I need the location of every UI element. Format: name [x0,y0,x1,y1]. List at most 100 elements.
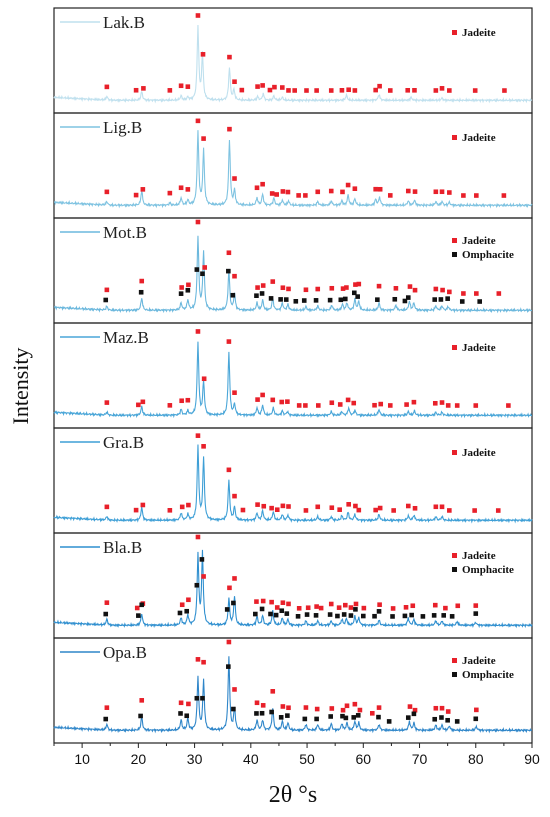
jadeite-marker [433,189,439,195]
jadeite-marker [461,291,466,296]
panel-lak-b: Lak.B Jadeite [53,7,533,114]
jadeite-marker [445,709,451,714]
jadeite-marker [352,701,358,707]
jadeite-marker [227,585,232,591]
jadeite-marker [387,403,393,408]
omphacite-marker [313,613,319,618]
omphacite-marker [449,614,455,619]
jadeite-marker [410,603,416,609]
jadeite-marker [201,659,206,665]
omphacite-marker [301,298,307,303]
jadeite-marker [254,700,260,706]
legend-jadeite-label: Jadeite [462,132,496,144]
jadeite-marker [316,403,321,408]
jadeite-marker [185,187,191,192]
legend-omphacite-swatch [452,672,457,677]
legend-jadeite-swatch [452,450,457,455]
series-name: Mot.B [103,223,147,242]
jadeite-marker [260,83,265,88]
jadeite-marker [178,185,184,191]
omphacite-marker [230,292,236,298]
jadeite-marker [104,84,110,90]
legend-omphacite-label: Omphacite [462,249,514,261]
jadeite-marker [432,400,438,406]
omphacite-marker [314,716,319,722]
omphacite-marker [411,711,417,717]
omphacite-marker [473,611,479,616]
series-name: Opa.B [103,643,147,662]
omphacite-marker [259,291,265,296]
omphacite-marker [103,611,109,617]
jadeite-marker [134,605,140,611]
legend-jadeite-label: Jadeite [462,27,496,39]
jadeite-marker [133,507,139,513]
jadeite-marker [240,507,246,513]
jadeite-marker [433,88,439,93]
jadeite-marker [255,84,260,89]
omphacite-marker [226,268,231,274]
jadeite-marker [255,502,260,507]
legend-jadeite-label: Jadeite [462,550,496,562]
jadeite-marker [232,390,237,395]
omphacite-marker [376,609,382,614]
jadeite-marker [201,444,206,449]
legend-jadeite-label: Jadeite [462,447,496,459]
jadeite-marker [274,605,280,610]
omphacite-marker [177,610,183,616]
jadeite-marker [356,507,362,513]
omphacite-marker [103,297,109,303]
jadeite-marker [178,83,184,89]
jadeite-marker [286,504,291,509]
jadeite-marker [179,602,185,608]
x-tick-label: 20 [131,751,147,767]
omphacite-marker [103,716,109,722]
jadeite-marker [179,398,184,404]
jadeite-marker [412,505,418,511]
omphacite-marker [431,613,437,618]
jadeite-marker [274,192,279,197]
jadeite-marker [340,286,346,291]
omphacite-marker [405,715,411,720]
x-tick-label: 10 [74,751,90,767]
jadeite-marker [104,189,110,195]
jadeite-marker [260,703,266,708]
series-name: Lak.B [103,13,145,32]
legend-omphacite-swatch [452,567,457,572]
jadeite-marker [314,604,319,609]
jadeite-marker [280,503,286,509]
x-axis: 10 20 30 40 50 60 70 80 90 [53,743,540,767]
omphacite-marker [327,612,333,617]
omphacite-marker [353,607,358,612]
omphacite-marker [341,612,347,617]
omphacite-marker [184,713,190,719]
jadeite-marker [412,707,418,713]
omphacite-marker [328,714,333,719]
omphacite-marker [340,713,345,719]
omphacite-marker [295,614,301,619]
legend-omphacite-label: Omphacite [462,564,514,576]
x-tick-label: 60 [356,751,372,767]
jadeite-marker [280,704,286,709]
jadeite-marker [348,605,354,610]
jadeite-marker [447,508,452,513]
jadeite-marker [280,600,286,605]
jadeite-marker [474,193,479,198]
jadeite-marker [387,193,393,198]
legend-omphacite-label: Omphacite [462,669,514,681]
jadeite-marker [329,505,335,511]
jadeite-marker [496,291,502,296]
jadeite-marker [405,88,411,93]
jadeite-marker [454,403,460,408]
jadeite-marker [390,606,396,611]
omphacite-marker [194,582,200,588]
omphacite-marker [226,664,231,669]
jadeite-marker [186,701,191,707]
spectrum-line [53,130,533,209]
jadeite-marker [440,287,445,293]
jadeite-marker [239,87,245,93]
jadeite-marker [195,657,201,662]
jadeite-marker [373,186,378,192]
jadeite-marker [285,399,290,404]
jadeite-marker [139,278,145,284]
panel-frame [53,637,533,744]
